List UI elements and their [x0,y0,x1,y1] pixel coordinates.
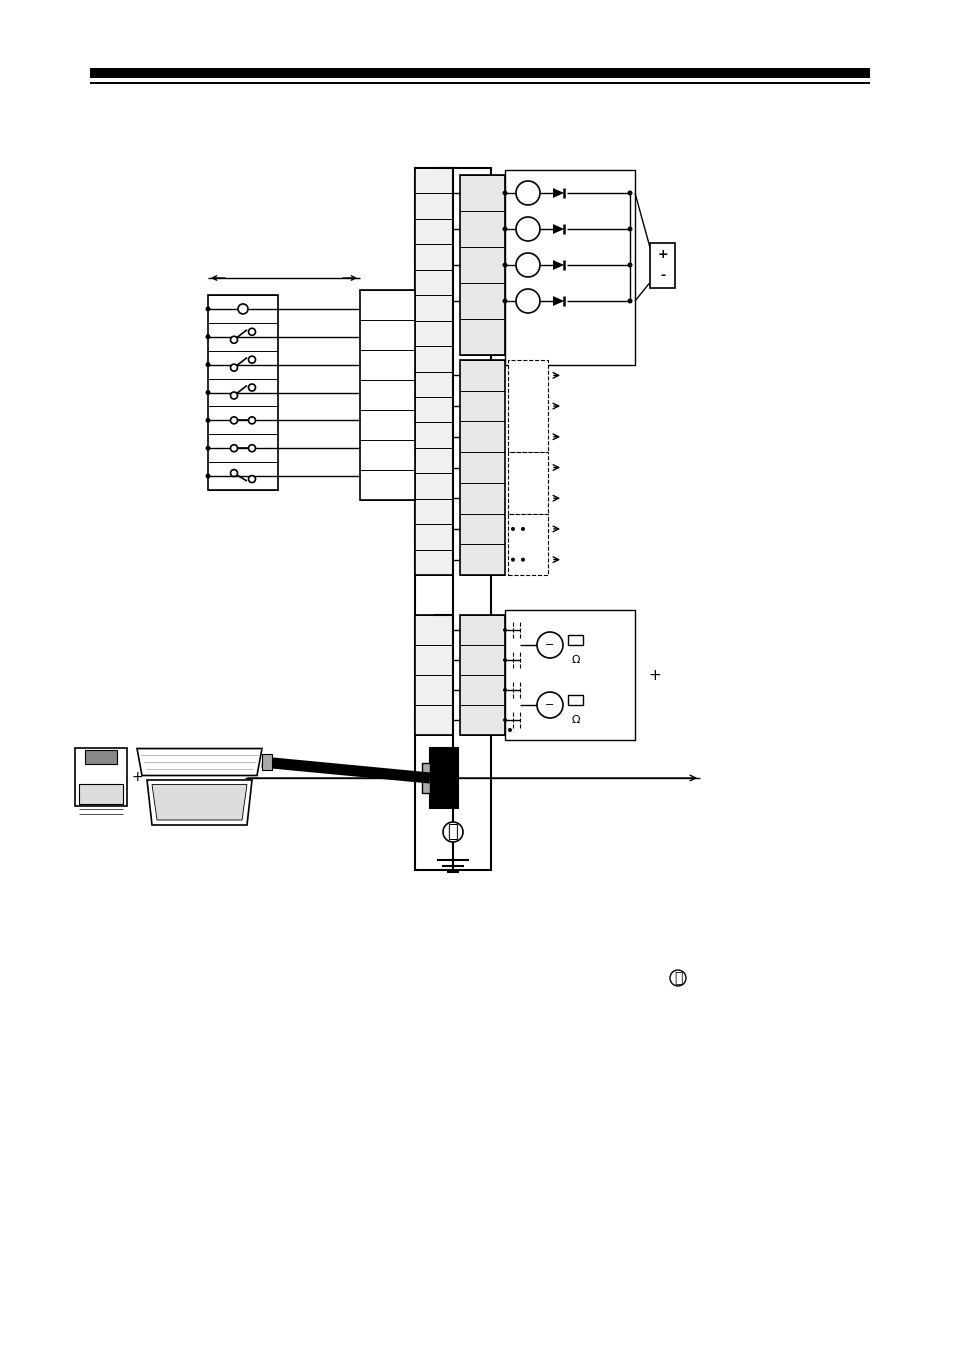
Text: Ω: Ω [571,715,579,725]
Circle shape [502,717,506,721]
Polygon shape [147,780,252,825]
Bar [79,784,123,804]
Circle shape [627,262,632,267]
Circle shape [516,181,539,205]
Circle shape [248,328,255,335]
Circle shape [248,444,255,451]
Bar [430,748,457,808]
Circle shape [516,289,539,313]
Polygon shape [553,261,563,270]
Bar [507,513,547,576]
Bar [415,168,491,870]
Circle shape [248,384,255,390]
Circle shape [231,365,237,372]
Circle shape [502,190,507,196]
Circle shape [520,527,524,531]
Circle shape [205,417,211,423]
Circle shape [248,357,255,363]
Bar [504,611,635,740]
Circle shape [627,227,632,231]
Text: −: − [545,640,554,650]
Bar [85,750,117,765]
Circle shape [516,253,539,277]
Bar [75,748,127,807]
Text: Ω: Ω [571,655,579,665]
Bar [507,453,547,513]
Circle shape [537,692,562,717]
Circle shape [205,390,211,394]
Circle shape [248,476,255,482]
Circle shape [205,362,211,367]
Circle shape [205,474,211,478]
Polygon shape [553,224,563,234]
Circle shape [231,417,237,424]
Circle shape [669,970,685,986]
Circle shape [502,299,507,304]
Circle shape [502,628,506,632]
Text: +: + [657,249,667,262]
Bar [459,176,504,355]
Bar [567,635,582,644]
Circle shape [627,190,632,196]
Text: −: − [545,700,554,711]
Bar [567,694,582,705]
Bar [90,82,869,84]
Bar [90,68,869,78]
Circle shape [205,307,211,312]
Bar [421,763,430,793]
Circle shape [511,527,515,531]
Text: +: + [132,770,143,784]
Circle shape [205,334,211,339]
Polygon shape [553,188,563,197]
Circle shape [231,444,237,451]
Bar [415,168,453,576]
Circle shape [231,470,237,477]
Polygon shape [553,296,563,305]
Circle shape [537,632,562,658]
Text: ⏚: ⏚ [447,823,457,842]
Circle shape [205,446,211,451]
Circle shape [442,821,462,842]
Bar [262,754,272,770]
Circle shape [502,658,506,662]
Circle shape [507,728,512,732]
Circle shape [502,688,506,692]
Circle shape [511,558,515,562]
Circle shape [516,218,539,240]
Bar [649,242,675,288]
Text: +: + [648,667,660,682]
Circle shape [502,262,507,267]
Bar [504,170,635,365]
Bar [507,359,547,453]
Bar [359,290,415,500]
Circle shape [502,227,507,231]
Circle shape [231,336,237,343]
Circle shape [231,392,237,399]
Circle shape [627,299,632,304]
Circle shape [248,417,255,424]
Text: -: - [659,269,664,281]
Circle shape [237,304,248,313]
Bar [415,615,453,735]
Bar [459,359,504,576]
Polygon shape [152,785,247,820]
Polygon shape [137,748,262,775]
Text: ⏚: ⏚ [673,971,681,985]
Circle shape [520,558,524,562]
Bar [208,295,277,490]
Bar [459,615,504,735]
